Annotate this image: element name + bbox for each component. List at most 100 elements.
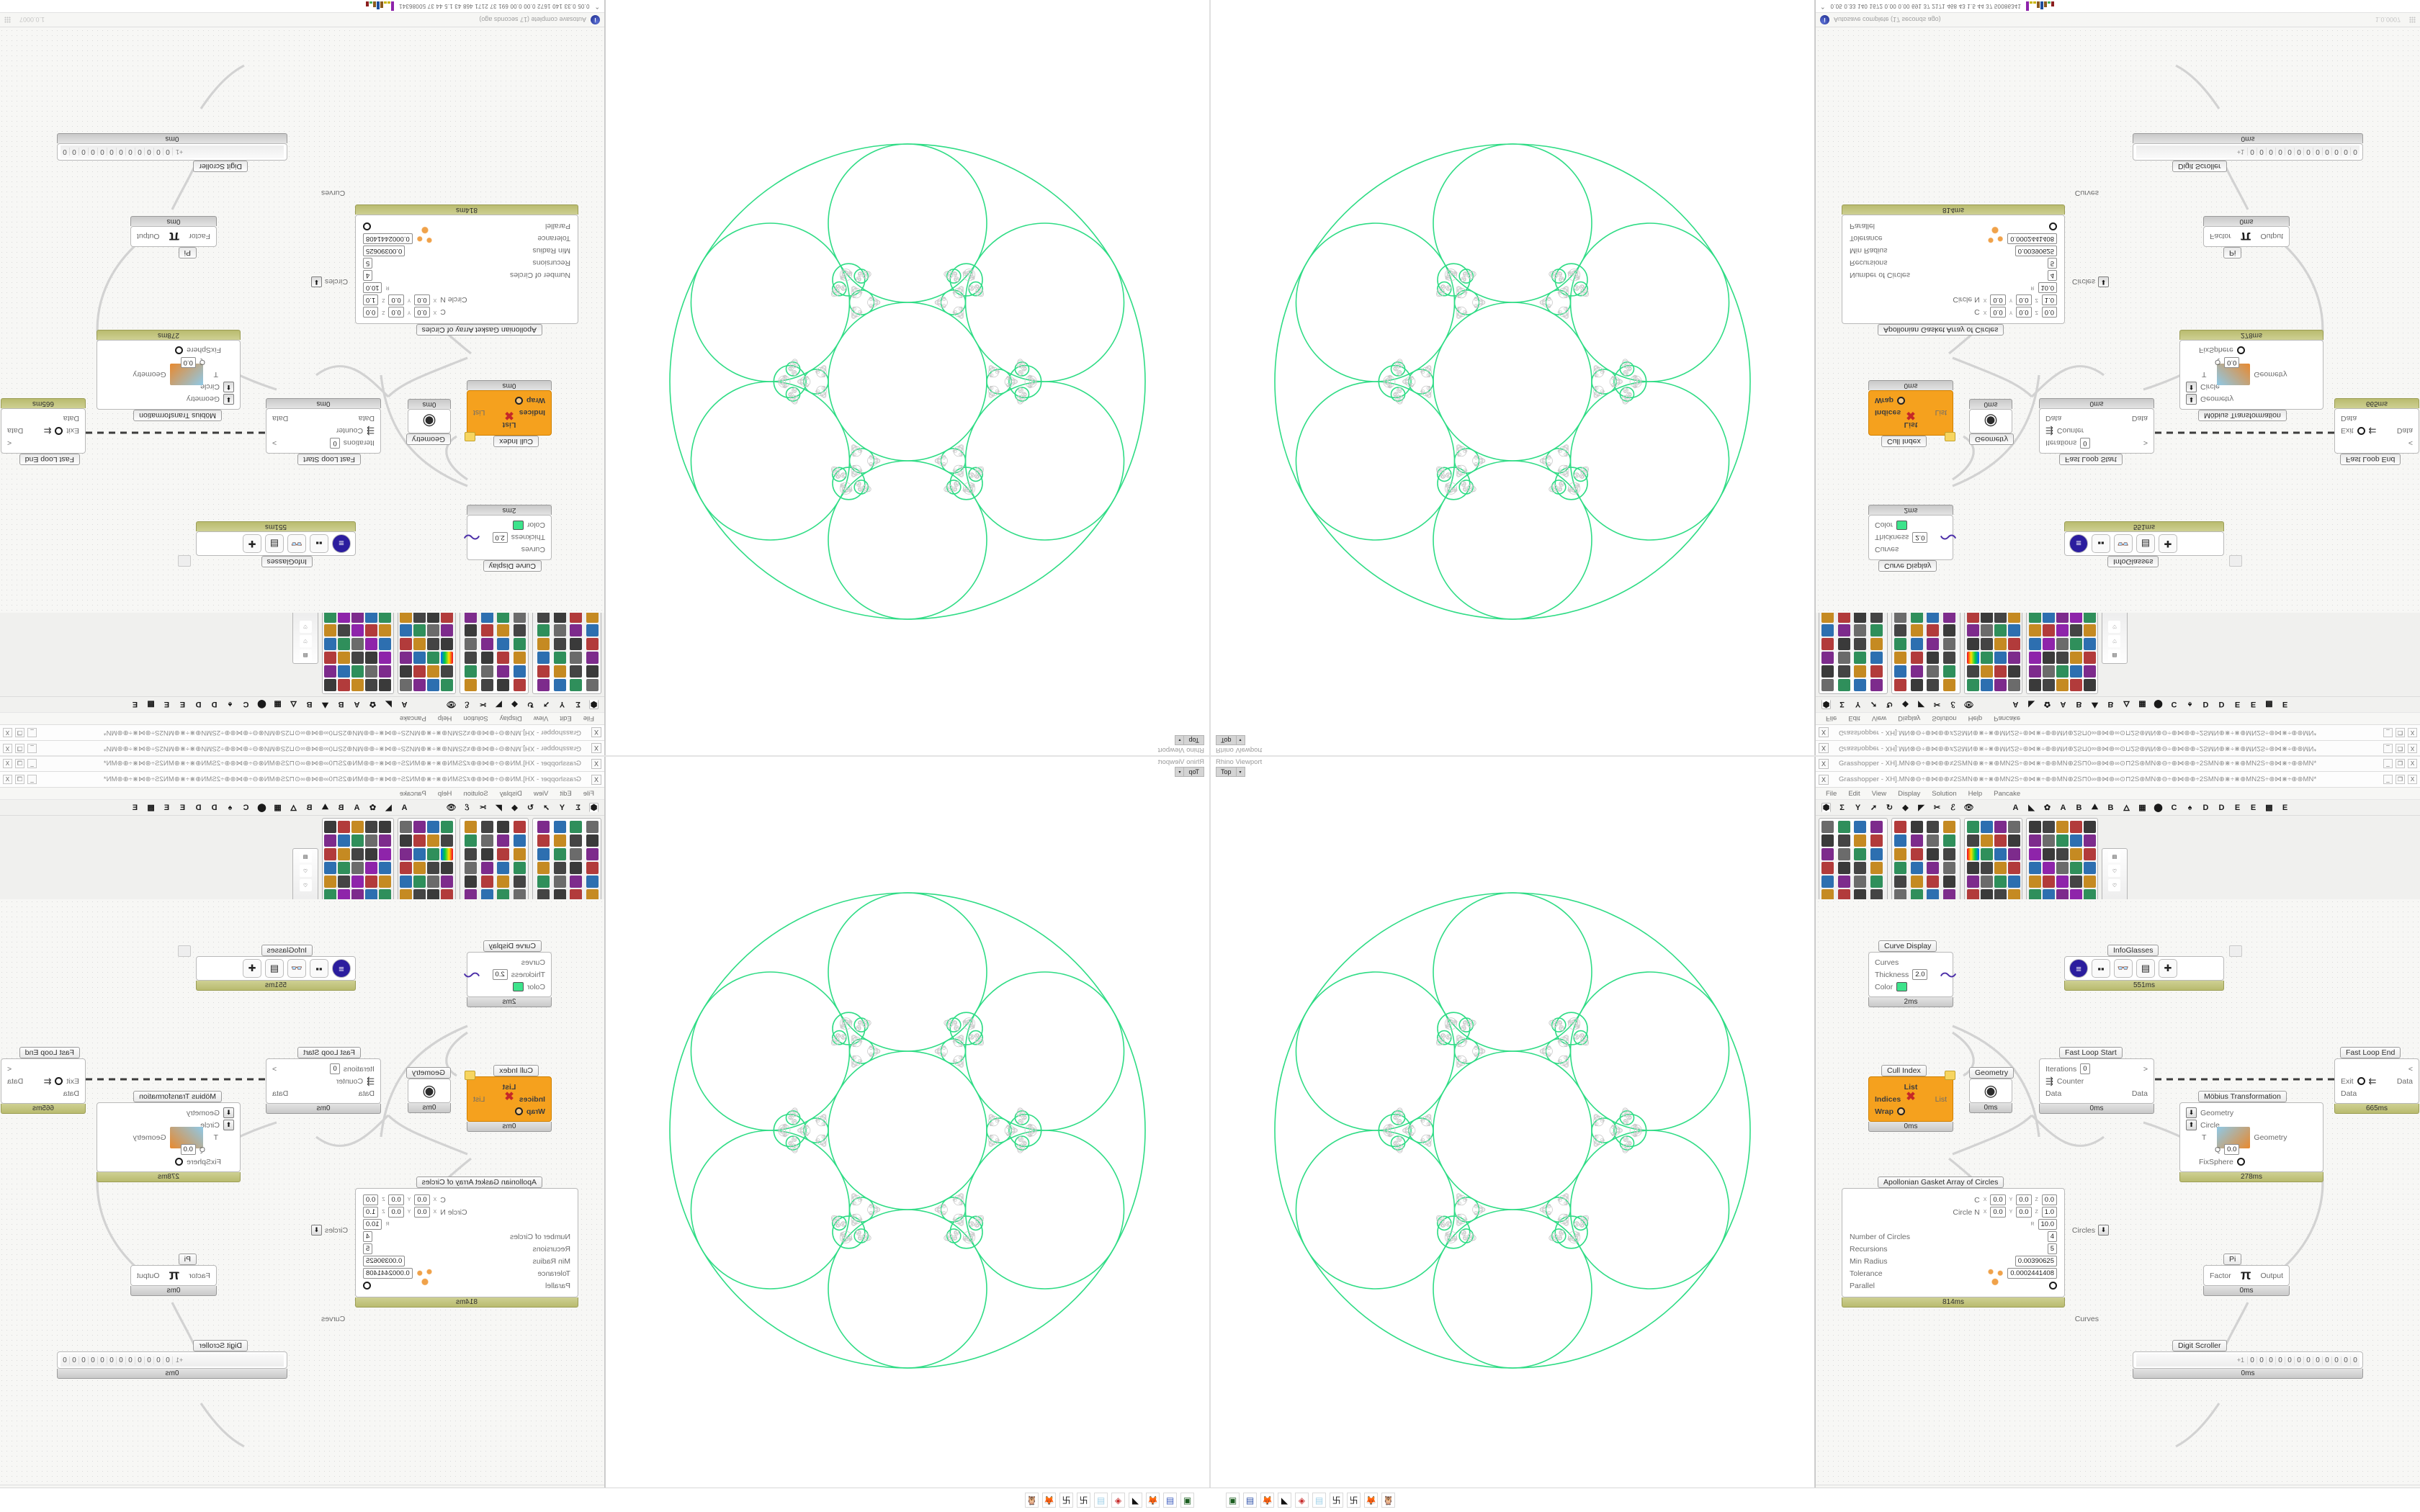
menubar[interactable]: File Edit View Display Solution Help Pancake [1816,712,2420,724]
digit-cell[interactable]: 0 [60,1356,70,1364]
axis-value-input[interactable]: 0.0 [1990,294,2006,305]
ribbon-item-util-25[interactable] [323,834,336,847]
tab-icon-0[interactable]: ⬢ [589,803,599,812]
ig-puzzle-icon[interactable]: ✚ [243,534,261,553]
ribbon-item-util-20[interactable] [2070,848,2083,860]
ribbon-item-geometry-13[interactable] [554,834,566,847]
ribbon-item-util-12[interactable] [2056,821,2069,833]
node-body[interactable]: ⬇ Geometry ⬆ Circle T Geometry Q 0.0 FixSphere [2179,340,2323,410]
ribbon-item-util-0[interactable] [2029,679,2042,691]
menu-item-view[interactable]: View [1871,789,1887,798]
tab-icon-r14[interactable]: E [2234,803,2241,812]
digit-cell[interactable]: 0 [2247,148,2257,156]
ribbon-item-util-1[interactable] [2029,665,2042,678]
ig-glasses-icon[interactable]: 👓 [2114,534,2133,553]
ribbon-item-util-0[interactable] [378,821,391,833]
ribbon-item-util-21[interactable] [2070,862,2083,874]
tab-icon-r11[interactable]: ♠ [2187,803,2192,812]
ribbon-item-geometry-22[interactable] [1870,876,1883,888]
tab-icon-r4[interactable]: B [338,803,344,812]
tab-icon-r1[interactable]: ◣ [385,700,392,708]
tab-icon-r16[interactable]: ▩ [147,700,155,708]
ribbon-item-primitive-22[interactable] [1942,624,1955,636]
ig-stack-icon[interactable]: ▤ [265,534,284,553]
ribbon-item-util-18[interactable] [337,679,350,691]
bubble-icon[interactable] [465,432,475,441]
tab-icon-r5[interactable]: ⛰ [2091,701,2099,709]
ribbon-item-geometry-2[interactable] [586,848,599,860]
node-body[interactable]: +1 0 0 0 0 0 0 0 0 0 0 0 0 [57,143,287,161]
ribbon-item-geometry-13[interactable] [1854,665,1866,678]
tab-icon-7[interactable]: ✂ [1933,700,1941,708]
digit-cell[interactable]: 0 [107,148,117,156]
float-item-1[interactable]: ♡ [299,635,312,647]
ribbon-item-util-10[interactable] [2043,624,2056,636]
ig-equals-icon[interactable]: ≡ [332,959,351,978]
node-body[interactable]: < Exit ⇇ Data Data [2334,408,2419,454]
digit-cell[interactable]: 0 [2341,1356,2350,1364]
knot-icon[interactable]: 卐 [1347,1493,1361,1508]
digit-cell[interactable]: 0 [2285,1356,2294,1364]
ribbon-item-input-7[interactable] [1981,665,1993,678]
tab-icon-2[interactable]: Y [559,700,565,709]
chevron-up-icon[interactable]: ⌃ [594,3,600,10]
ribbon-item-geometry-12[interactable] [554,679,566,691]
ribbon-item-util-20[interactable] [337,848,350,860]
minimize-button[interactable]: _ [27,728,37,737]
color-swatch[interactable] [1896,521,1908,530]
ribbon-item-util-22[interactable] [337,624,350,636]
tab-icon-r11[interactable]: ♠ [228,700,233,709]
ribbon-item-util-26[interactable] [2084,652,2097,664]
ribbon-item-util-21[interactable] [2070,638,2083,650]
float-item-0[interactable]: ▤ [299,649,312,662]
ribbon-item-geometry-1[interactable] [586,665,599,678]
ribbon-item-util-17[interactable] [2056,889,2069,901]
digit-cell[interactable]: 0 [2303,1356,2313,1364]
close-button[interactable]: X [3,759,12,768]
digit-cell[interactable]: 0 [145,1356,154,1364]
ribbon-item-input-21[interactable] [2008,638,2020,650]
tab-icon-r14[interactable]: E [179,700,186,709]
node-body[interactable]: Iterations 0 > ⇶ Counter Data Data [266,1058,381,1104]
ribbon-item-input-15[interactable] [1994,862,2007,874]
tab-icon-r16[interactable]: ▩ [147,804,155,812]
ribbon-item-util-9[interactable] [364,862,377,874]
node-body[interactable]: Factor π Output [2203,226,2290,247]
menu-item-edit[interactable]: Edit [560,714,572,723]
digit-cell[interactable]: 0 [70,148,79,156]
ribbon-item-util-16[interactable] [2056,876,2069,888]
ink-icon[interactable]: ◣ [1129,1493,1142,1508]
digit-cell[interactable]: 0 [117,1356,126,1364]
ribbon-item-util-14[interactable] [2056,652,2069,664]
tab-icon-r1[interactable]: ◣ [385,804,392,812]
tab-icon-0[interactable]: ⬢ [1821,803,1831,812]
row-value-input[interactable]: 4 [363,270,373,281]
tab-icon-r5[interactable]: ⛰ [321,701,329,709]
axis-value-input[interactable]: 0.0 [2016,307,2032,318]
ribbon-item-util-15[interactable] [2056,638,2069,650]
ribbon-item-primitive-20[interactable] [1942,848,1955,860]
node-body[interactable]: C X 0.0 Y 0.0 Z 0.0 Circle N X 0.0 Y 0.0 Z 1.0 R 10.0 Nu… [1842,189,2109,324]
ribbon-item-geometry-3[interactable] [1821,862,1834,874]
tab-icon-4[interactable]: ↻ [526,804,534,812]
tab-icon-r3[interactable]: A [2060,803,2066,812]
tab-icon-1[interactable]: Σ [1839,700,1845,709]
ribbon-item-primitive-13[interactable] [1927,665,1939,678]
digit-cell[interactable]: 0 [2266,148,2275,156]
minimize-button[interactable]: _ [27,759,37,768]
ribbon-item-input-19[interactable] [2008,665,2020,678]
axis-value-input[interactable]: 0.0 [388,1207,404,1218]
toggle-circle[interactable] [2236,346,2245,354]
tab-icon-8[interactable]: ℰ [465,804,470,812]
ribbon-item-util-10[interactable] [2043,876,2056,888]
firefox-icon[interactable]: 🦊 [1146,1493,1160,1508]
node-body[interactable]: ≡ ▪▪ 👓 ▤ ✚ [178,531,356,567]
ribbon-item-input-6[interactable] [427,679,439,691]
ribbon-item-util-15[interactable] [351,862,364,874]
tab-icon-r0[interactable]: A [2012,700,2019,709]
resize-grip[interactable] [4,17,11,23]
tab-icon-4[interactable]: ↻ [526,700,534,708]
ig-puzzle-icon[interactable]: ✚ [2159,534,2177,553]
ribbon-item-primitive-14[interactable] [1927,848,1939,860]
ribbon-item-geometry-5[interactable] [1821,889,1834,901]
